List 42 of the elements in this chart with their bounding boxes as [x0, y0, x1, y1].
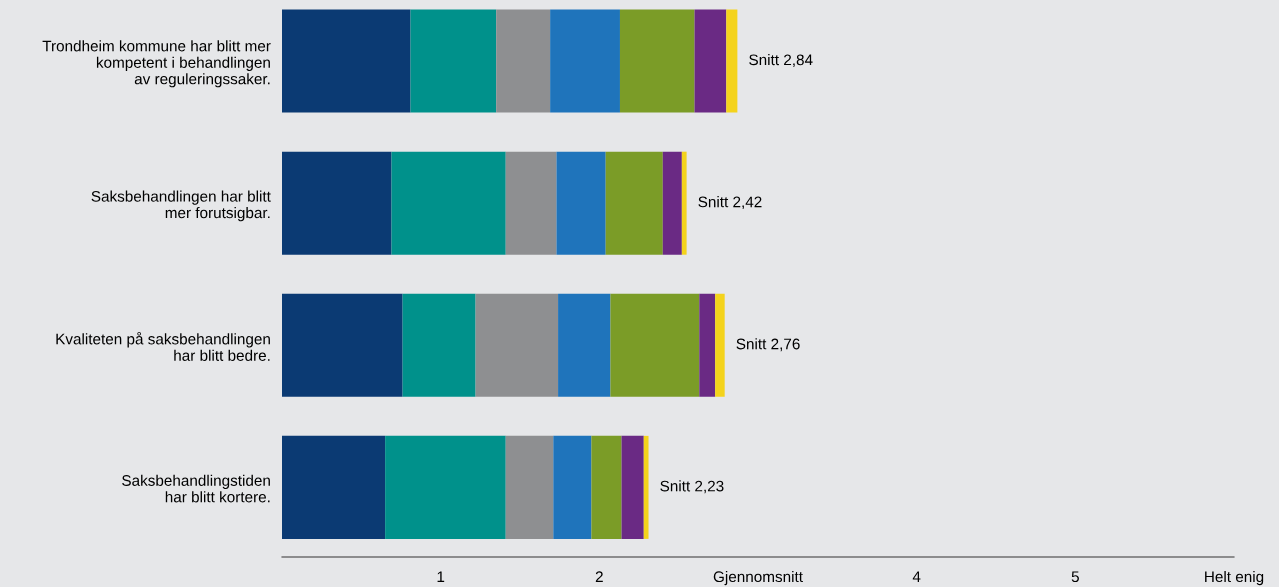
x-tick-label: 5 — [1071, 571, 1079, 583]
x-tick-label: 2 — [595, 571, 603, 582]
y-tick-label: Saksbehandlingstiden har blitt kortere. — [122, 474, 270, 503]
bar — [681, 151, 687, 255]
bar — [282, 9, 411, 113]
bar — [715, 293, 725, 397]
bar — [385, 435, 506, 539]
bar — [694, 9, 727, 113]
bar — [402, 293, 476, 397]
y-tick-label: Saksbehandlingen har blitt mer forutsigbar. — [91, 190, 271, 222]
x-tick-label: Helt enig — [1205, 570, 1264, 586]
bar — [553, 435, 592, 539]
bar — [558, 293, 611, 397]
bar — [605, 151, 663, 255]
bar — [699, 293, 716, 397]
x-tick-label: 1 — [437, 571, 445, 582]
bar — [410, 9, 497, 113]
x-tick-label: Gjennomsnitt — [713, 570, 803, 586]
bar — [726, 9, 738, 113]
bar — [550, 9, 620, 113]
bar — [643, 435, 649, 539]
annotation: Snitt 2,76 — [736, 338, 800, 352]
annotation: Snitt 2,23 — [660, 480, 724, 494]
bar — [556, 151, 606, 255]
annotation: Snitt 2,84 — [749, 53, 813, 68]
bar — [610, 293, 700, 397]
bar — [282, 293, 403, 397]
bar — [496, 9, 551, 113]
y-tick-label: Trondheim kommune har blitt mer kompetent i behandlingen av reguleringssaker. — [42, 40, 271, 88]
bar — [505, 151, 557, 255]
bar — [619, 9, 695, 113]
bar — [621, 435, 644, 539]
bar — [505, 435, 554, 539]
bar — [391, 151, 506, 255]
bar — [475, 293, 559, 397]
bar — [591, 435, 622, 539]
x-tick-label: 4 — [912, 571, 921, 582]
bar — [282, 151, 392, 255]
bar — [282, 435, 386, 539]
y-tick-label: Kvaliteten på saksbehandlingen har blitt bedre. — [56, 332, 270, 361]
annotation: Snitt 2,42 — [698, 196, 762, 210]
bar — [662, 151, 682, 255]
